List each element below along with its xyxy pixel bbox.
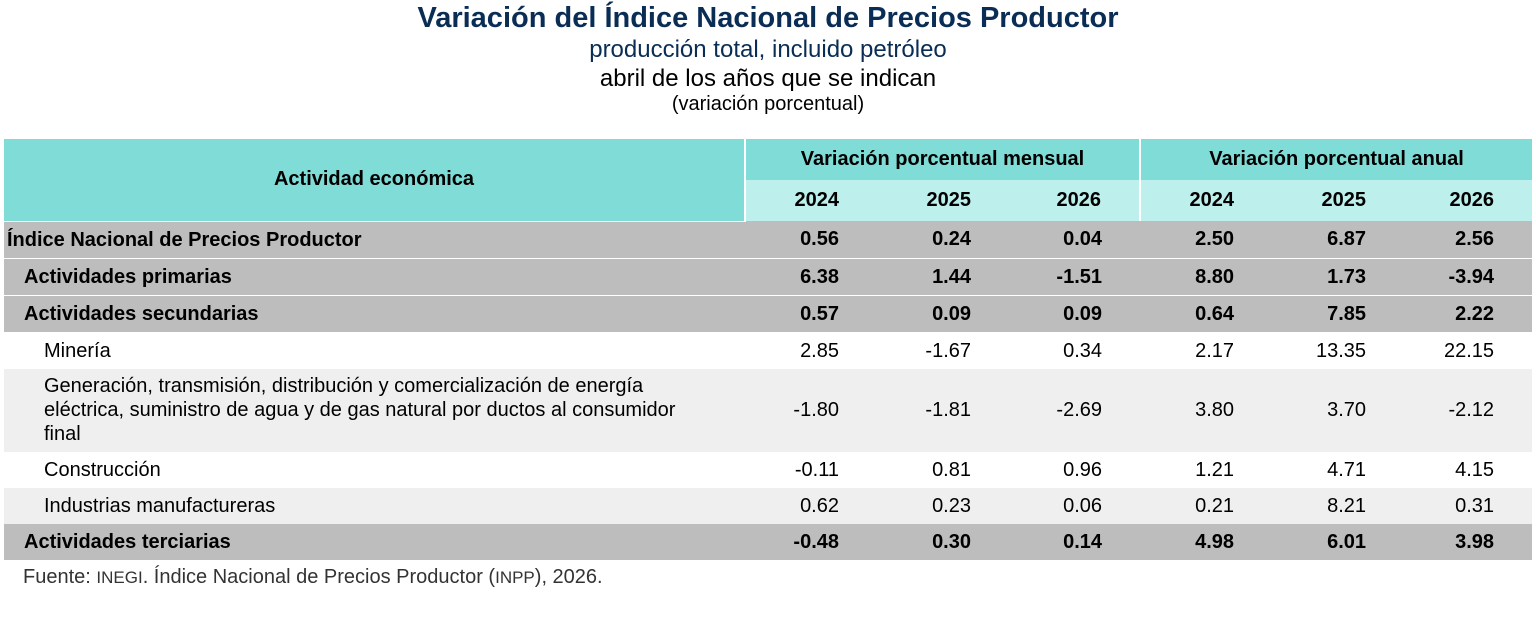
- inpp-table: Actividad económica Variación porcentual…: [4, 139, 1533, 561]
- cell-value: -1.51: [1009, 258, 1141, 296]
- cell-value: -2.69: [1009, 368, 1141, 452]
- table-row: Actividades secundarias 0.57 0.09 0.09 0…: [4, 295, 1533, 333]
- cell-value: 0.21: [1140, 487, 1273, 524]
- row-label: Generación, transmisión, distribución y …: [4, 368, 745, 452]
- source-middle: . Índice Nacional de Precios Productor (: [142, 566, 496, 588]
- cell-value: -1.80: [745, 368, 877, 452]
- row-label: Industrias manufactureras: [4, 487, 745, 524]
- cell-value: 22.15: [1404, 332, 1533, 369]
- col-header-year: 2025: [877, 180, 1009, 221]
- table-row: Industrias manufactureras 0.62 0.23 0.06…: [4, 487, 1533, 524]
- cell-value: 6.87: [1272, 221, 1405, 259]
- header-row-groups: Actividad económica Variación porcentual…: [4, 139, 1533, 222]
- cell-value: 0.57: [745, 295, 877, 333]
- row-label: Construcción: [4, 451, 745, 488]
- cell-value: 0.09: [1009, 295, 1141, 333]
- row-label: Actividades primarias: [4, 258, 745, 296]
- cell-value: 0.96: [1009, 451, 1141, 488]
- cell-value: 0.81: [877, 451, 1009, 488]
- cell-value: 0.09: [877, 295, 1009, 333]
- table-row: Actividades primarias 6.38 1.44 -1.51 8.…: [4, 258, 1533, 296]
- cell-value: 2.56: [1404, 221, 1533, 259]
- cell-value: 0.23: [877, 487, 1009, 524]
- cell-value: 0.34: [1009, 332, 1141, 369]
- cell-value: 3.70: [1272, 368, 1405, 452]
- cell-value: 0.31: [1404, 487, 1533, 524]
- title-block: Variación del Índice Nacional de Precios…: [0, 0, 1536, 116]
- cell-value: 0.04: [1009, 221, 1141, 259]
- col-header-year: 2026: [1009, 180, 1141, 221]
- cell-value: -2.12: [1404, 368, 1533, 452]
- col-header-year: 2026: [1404, 180, 1533, 221]
- cell-value: -3.94: [1404, 258, 1533, 296]
- cell-value: -1.81: [877, 368, 1009, 452]
- table-row: Generación, transmisión, distribución y …: [4, 368, 1533, 452]
- source-abbr: INPP: [495, 568, 535, 587]
- cell-value: 6.01: [1272, 523, 1405, 561]
- source-org: INEGI: [96, 568, 143, 587]
- cell-value: 3.98: [1404, 523, 1533, 561]
- cell-value: 3.80: [1140, 368, 1273, 452]
- source-suffix: ), 2026.: [534, 566, 603, 588]
- table-row: Construcción -0.11 0.81 0.96 1.21 4.71 4…: [4, 451, 1533, 488]
- cell-value: 2.22: [1404, 295, 1533, 333]
- cell-value: -1.67: [877, 332, 1009, 369]
- cell-value: 8.21: [1272, 487, 1405, 524]
- source-prefix: Fuente:: [23, 566, 97, 588]
- cell-value: 0.56: [745, 221, 877, 259]
- cell-value: 0.14: [1009, 523, 1141, 561]
- col-group-monthly: Variación porcentual mensual: [743, 139, 1141, 180]
- page-title: Variación del Índice Nacional de Precios…: [417, 2, 1119, 34]
- cell-value: 0.24: [877, 221, 1009, 259]
- cell-value: 2.17: [1140, 332, 1273, 369]
- table-row: Actividades terciarias -0.48 0.30 0.14 4…: [4, 523, 1533, 561]
- table-row: Minería 2.85 -1.67 0.34 2.17 13.35 22.15: [4, 332, 1533, 369]
- cell-value: 0.64: [1140, 295, 1273, 333]
- cell-value: 4.98: [1140, 523, 1273, 561]
- col-header-year: 2024: [744, 180, 877, 221]
- row-label: Minería: [4, 332, 745, 369]
- row-label: Índice Nacional de Precios Productor: [4, 221, 745, 259]
- cell-value: 1.21: [1140, 451, 1273, 488]
- row-label: Actividades terciarias: [4, 523, 745, 561]
- col-header-activity: Actividad económica: [4, 139, 745, 222]
- header-row-years: 2024 2025 2026 2024 2025 2026: [4, 180, 1533, 221]
- col-header-year: 2024: [1139, 180, 1273, 221]
- col-header-year: 2025: [1272, 180, 1405, 221]
- cell-value: 0.06: [1009, 487, 1141, 524]
- subtitle-scope: producción total, incluido petróleo: [589, 36, 947, 63]
- cell-value: -0.48: [745, 523, 877, 561]
- cell-value: 4.15: [1404, 451, 1533, 488]
- cell-value: 1.73: [1272, 258, 1405, 296]
- cell-value: 1.44: [877, 258, 1009, 296]
- cell-value: 0.62: [745, 487, 877, 524]
- cell-value: 0.30: [877, 523, 1009, 561]
- cell-value: 8.80: [1140, 258, 1273, 296]
- subtitle-period: abril de los años que se indican: [599, 65, 937, 92]
- cell-value: 4.71: [1272, 451, 1405, 488]
- cell-value: 7.85: [1272, 295, 1405, 333]
- cell-value: -0.11: [745, 451, 877, 488]
- table-row: Índice Nacional de Precios Productor 0.5…: [4, 221, 1533, 259]
- cell-value: 2.85: [745, 332, 877, 369]
- col-group-annual: Variación porcentual anual: [1139, 139, 1533, 180]
- row-label: Actividades secundarias: [4, 295, 745, 333]
- cell-value: 2.50: [1140, 221, 1273, 259]
- cell-value: 6.38: [745, 258, 877, 296]
- source-note: Fuente: INEGI. Índice Nacional de Precio…: [23, 566, 603, 589]
- subtitle-unit: (variación porcentual): [671, 93, 865, 115]
- cell-value: 13.35: [1272, 332, 1405, 369]
